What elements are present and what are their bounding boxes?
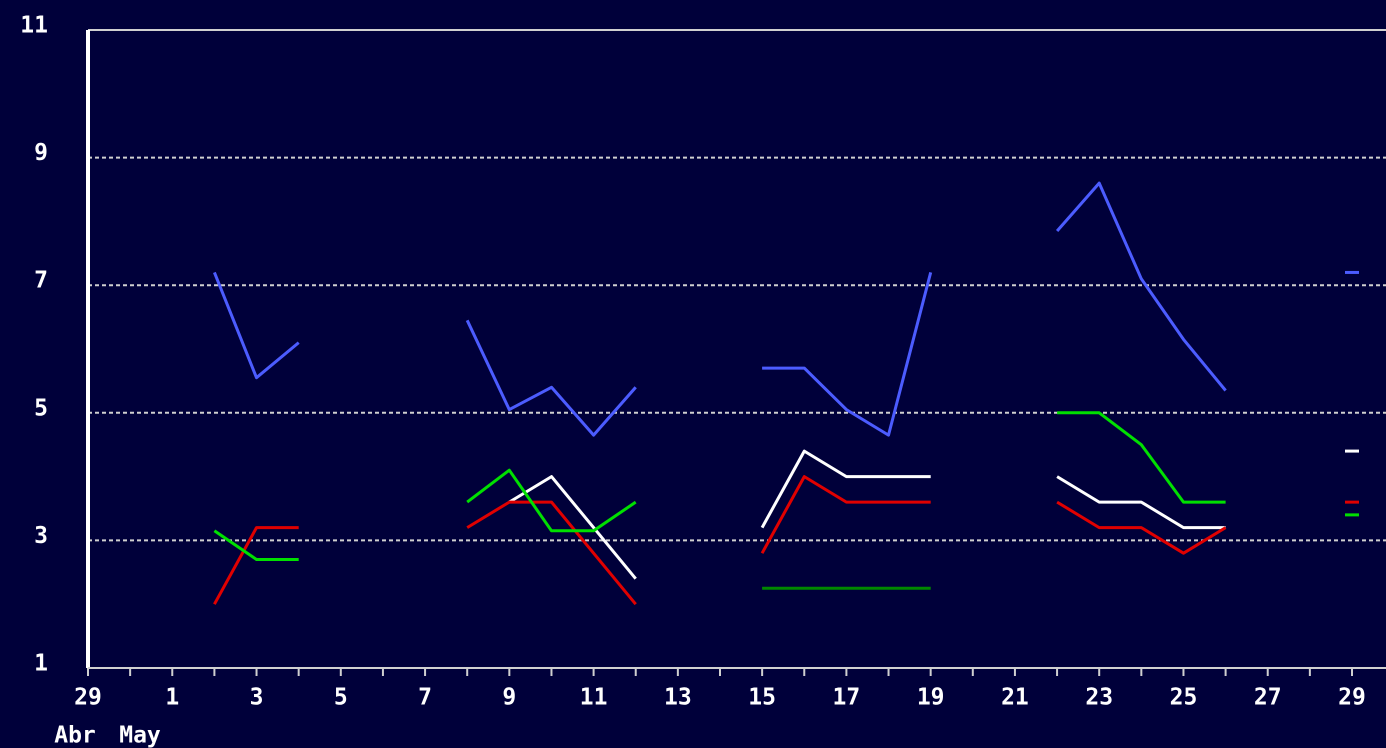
x-tick-label: 19 (917, 685, 945, 711)
x-tick-label: 9 (502, 685, 516, 711)
y-tick-label: 9 (34, 140, 48, 166)
x-tick-label: 3 (250, 685, 264, 711)
x-tick-label: 15 (748, 685, 776, 711)
y-tick-label: 7 (34, 268, 48, 294)
month-label: Abr (54, 723, 96, 748)
month-label: May (119, 723, 161, 748)
line-series (213, 411, 1226, 561)
y-tick-label: 5 (34, 395, 48, 421)
x-tick-label: 11 (580, 685, 608, 711)
x-tick-label: 17 (833, 685, 861, 711)
x-tick-label: 25 (1170, 685, 1198, 711)
line-series (213, 475, 1227, 606)
x-tick-label: 23 (1085, 685, 1113, 711)
x-tick-label: 1 (165, 685, 179, 711)
line-series (213, 181, 1227, 437)
x-tick-label: 29 (74, 685, 102, 711)
x-tick-label: 29 (1338, 685, 1366, 711)
y-tick-label: 1 (34, 651, 48, 677)
x-tick-label: 21 (1001, 685, 1029, 711)
x-tick-label: 13 (664, 685, 692, 711)
line-series (508, 449, 1226, 580)
x-tick-label: 7 (418, 685, 432, 711)
y-tick-label: 11 (20, 13, 48, 39)
x-tick-label: 27 (1254, 685, 1282, 711)
x-tick-label: 5 (334, 685, 348, 711)
y-tick-label: 3 (34, 523, 48, 549)
